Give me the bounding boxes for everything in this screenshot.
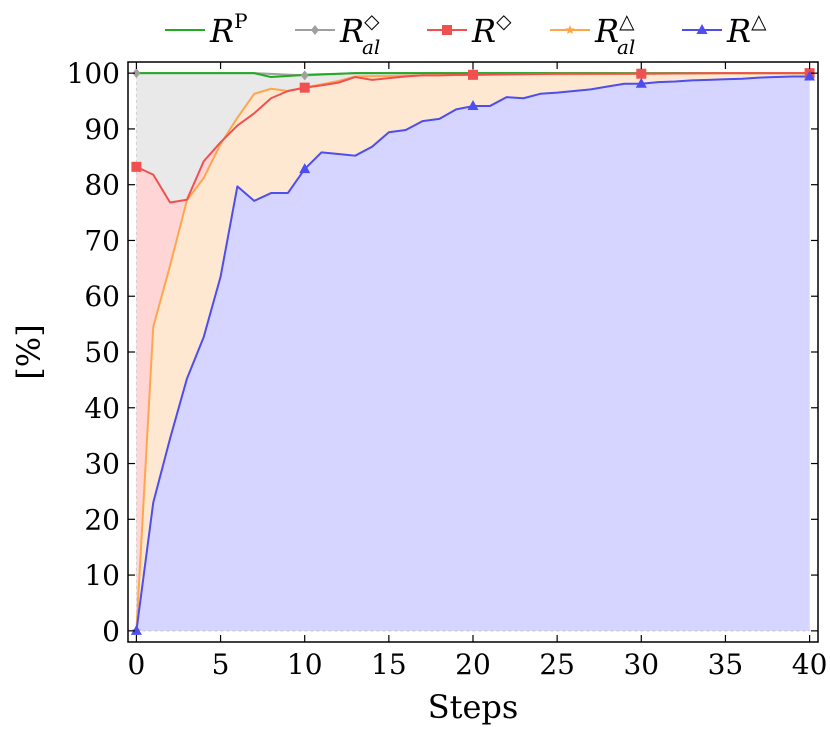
- legend-marker-1: [311, 25, 319, 35]
- legend-marker-3: [565, 25, 575, 35]
- series-4-marker-2: [467, 100, 479, 111]
- series-markers: [130, 68, 816, 635]
- x-axis-label: Steps: [428, 688, 519, 726]
- x-tick-label-0: 0: [128, 648, 146, 681]
- legend-label-2: R◇: [471, 9, 512, 50]
- legend-label-3: R△ al: [594, 9, 635, 59]
- legend-label-4: R△: [726, 9, 767, 50]
- series-4-marker-0: [130, 624, 142, 635]
- y-tick-label-0: 0: [102, 615, 120, 648]
- series-2-marker-0: [131, 161, 142, 172]
- x-tick-label-8: 40: [792, 648, 828, 681]
- y-axis-label: [%]: [10, 324, 48, 379]
- series-1-marker-0: [132, 68, 141, 79]
- y-tick-label-4: 40: [84, 392, 120, 425]
- area-fills: [135, 73, 810, 632]
- x-tick-label-7: 35: [708, 648, 744, 681]
- series-2-marker-3: [636, 68, 647, 79]
- legend-label-1: R◇ al: [339, 9, 380, 59]
- x-tick-label-5: 25: [539, 648, 575, 681]
- y-tick-label-5: 50: [84, 336, 120, 369]
- legend-marker-2: [442, 25, 452, 35]
- area-fill-4: [136, 76, 810, 631]
- x-tick-label-3: 15: [371, 648, 407, 681]
- x-axis-ticks: 0 5 10 15 20 25 30 35 40: [128, 62, 828, 681]
- legend-marker-4: [696, 24, 708, 34]
- series-4-marker-3: [635, 77, 647, 88]
- series-2-marker-2: [468, 69, 478, 80]
- y-tick-label-7: 70: [84, 224, 120, 257]
- legend: RP R◇ al R◇ R△ al R△: [165, 9, 767, 59]
- y-tick-label-9: 90: [84, 113, 120, 146]
- y-tick-label-8: 80: [84, 169, 120, 202]
- x-tick-label-2: 10: [287, 648, 323, 681]
- x-tick-label-6: 30: [623, 648, 659, 681]
- y-tick-label-6: 60: [84, 280, 120, 313]
- y-tick-label-3: 30: [84, 448, 120, 481]
- series-1-marker-1: [300, 70, 309, 81]
- y-axis-ticks: 0 10 20 30 40 50 60 70 80 90 100: [67, 57, 818, 648]
- y-tick-label-1: 10: [84, 559, 120, 592]
- y-tick-label-10: 100: [67, 57, 120, 90]
- x-tick-label-1: 5: [212, 648, 230, 681]
- series-2-marker-1: [299, 82, 310, 93]
- series-4-marker-1: [299, 163, 311, 174]
- series-4-marker-4: [804, 70, 816, 81]
- legend-label-0: RP: [209, 9, 248, 50]
- series-line-0: [136, 72, 810, 79]
- x-tick-label-4: 20: [455, 648, 491, 681]
- y-tick-label-2: 20: [84, 503, 120, 536]
- series-line-2: [135, 72, 810, 204]
